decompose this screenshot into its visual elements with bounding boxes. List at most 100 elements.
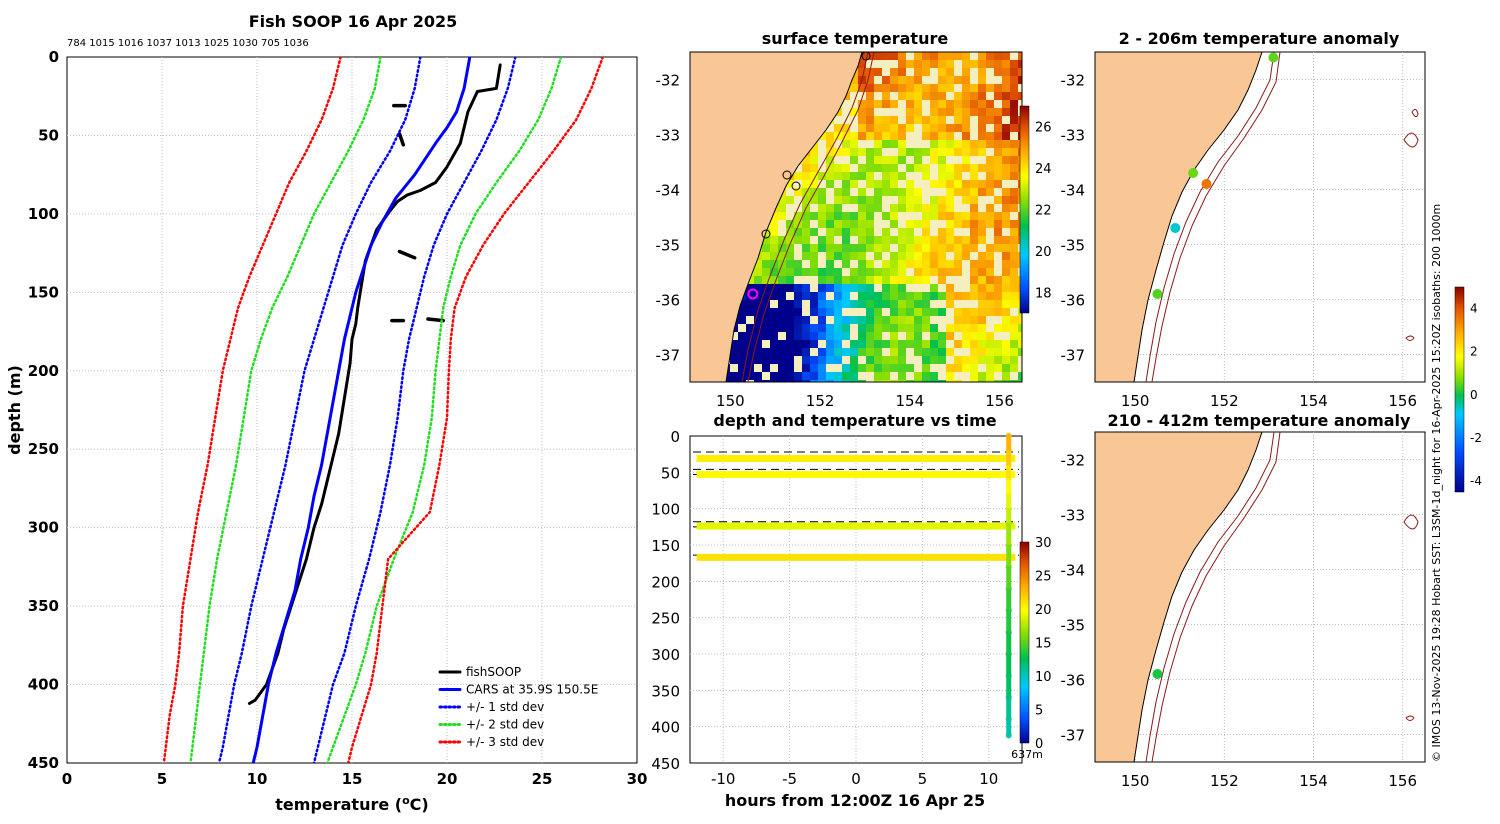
sst-pixel [994,148,1002,156]
sst-pixel [858,348,866,356]
sst-pixel [954,244,962,252]
sst-pixel [874,380,882,382]
sst-pixel [954,292,962,300]
lat-tick-label: -36 [656,292,681,310]
sst-pixel [794,268,802,276]
sst-pixel [978,300,986,308]
sst-pixel [1018,92,1022,100]
sst-pixel [906,108,914,116]
sst-pixel [914,116,922,124]
sst-pixel [802,372,810,380]
sst-pixel [930,156,938,164]
sst-pixel [890,204,898,212]
sst-pixel [986,220,994,228]
sst-pixel [1010,364,1018,372]
sst-pixel [898,236,906,244]
sst-pixel [962,332,970,340]
sst-pixel [786,372,794,380]
sst-pixel [842,324,850,332]
series-line--2-std-dev-lower [189,57,382,763]
sst-pixel [970,148,978,156]
sst-pixel [930,84,938,92]
sst-pixel [1010,316,1018,324]
sst-pixel [754,260,762,268]
sst-pixel [986,292,994,300]
sst-pixel [810,244,818,252]
sst-pixel [898,292,906,300]
sst-pixel [874,252,882,260]
sst-pixel [890,260,898,268]
sst-pixel [906,84,914,92]
sst-pixel [954,140,962,148]
sst-pixel [898,364,906,372]
sst-pixel [858,212,866,220]
sst-pixel [938,92,946,100]
sst-pixel [858,116,866,124]
sst-pixel [746,292,754,300]
sst-pixel [1010,148,1018,156]
lat-tick-label: -33 [1061,507,1086,525]
profile-title: Fish SOOP 16 Apr 2025 [249,12,458,31]
sst-pixel [874,124,882,132]
lon-tick-label: 152 [1210,392,1239,410]
sst-pixel [1002,52,1010,60]
sst-pixel [922,236,930,244]
sst-pixel [1002,124,1010,132]
sst-pixel [970,284,978,292]
sst-pixel [986,340,994,348]
sst-pixel [858,260,866,268]
y-tick-label: 100 [28,205,59,223]
sst-pixel [954,356,962,364]
credit-text: © IMOS 13-Nov-2025 19:28 Hobart SST: L3S… [1430,204,1443,762]
sst-pixel [994,212,1002,220]
sst-pixel [818,236,826,244]
sst-pixel [754,284,762,292]
anomaly-colorbar [1454,286,1465,493]
sst-pixel [970,180,978,188]
sst-pixel [826,132,834,140]
sst-pixel [1010,164,1018,172]
sst-pixel [770,284,778,292]
sst-pixel [874,364,882,372]
sst-pixel [978,284,986,292]
sst-pixel [874,268,882,276]
sst-pixel [818,380,826,382]
sst-pixel [762,260,770,268]
sst-pixel [842,380,850,382]
lat-tick-label: -37 [1061,347,1086,365]
sst-pixel [810,148,818,156]
sst-pixel [866,172,874,180]
y-tick-label: 150 [651,537,680,555]
sst-pixel [794,260,802,268]
sst-pixel [874,180,882,188]
sst-pixel [874,356,882,364]
sst-pixel [834,252,842,260]
sst-pixel [882,244,890,252]
sst-pixel [866,92,874,100]
sst-pixel [994,140,1002,148]
sst-pixel [890,68,898,76]
sst-pixel [938,140,946,148]
sst-pixel [1010,220,1018,228]
y-tick-label: 100 [651,501,680,519]
sst-pixel [986,356,994,364]
depth-time-title: depth and temperature vs time [713,411,996,430]
sst-pixel [810,364,818,372]
sst-pixel [954,76,962,84]
sst-pixel [866,132,874,140]
sst-pixel [954,164,962,172]
sst-pixel [850,356,858,364]
sst-pixel [890,156,898,164]
sst-pixel [898,148,906,156]
sst-pixel [1010,300,1018,308]
sst-pixel [890,276,898,284]
sst-pixel [1018,68,1022,76]
sst-pixel [962,220,970,228]
sst-pixel [770,228,778,236]
sst-pixel [994,156,1002,164]
sst-pixel [786,276,794,284]
sst-pixel [962,324,970,332]
anomaly-lower-title: 210 - 412m temperature anomaly [1108,411,1411,430]
sst-pixel [930,148,938,156]
